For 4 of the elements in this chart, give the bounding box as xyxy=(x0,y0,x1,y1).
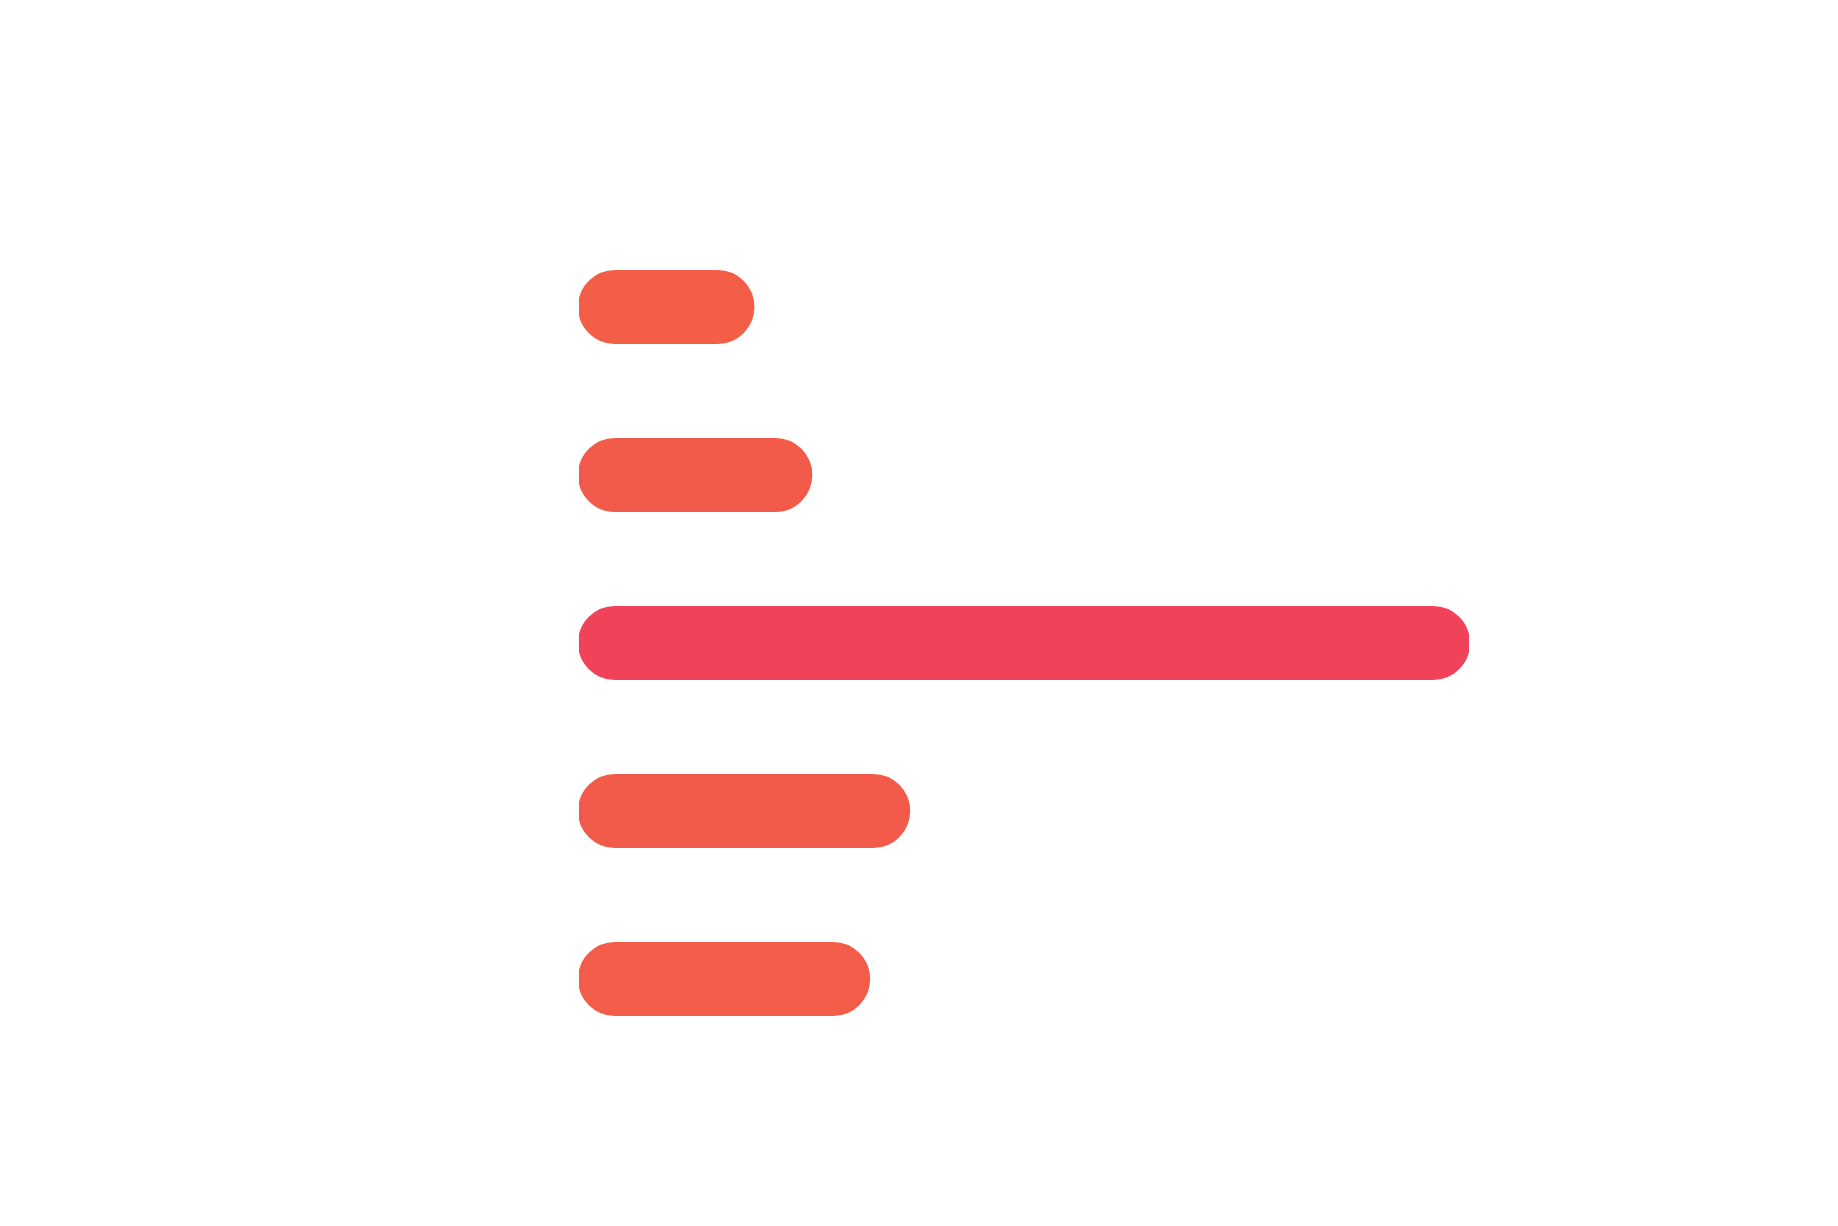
bar xyxy=(579,437,813,513)
bar xyxy=(579,773,911,849)
bar xyxy=(579,941,871,1017)
bar xyxy=(579,605,1469,681)
